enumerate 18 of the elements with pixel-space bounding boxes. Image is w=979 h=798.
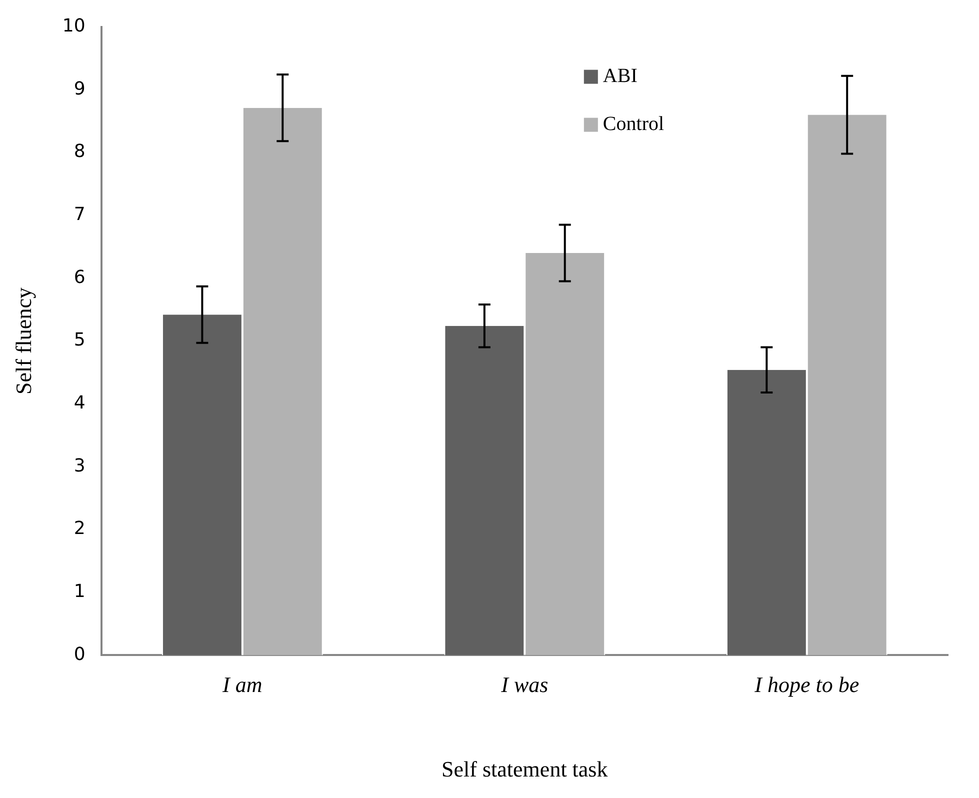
x-tick-label: I am [222, 672, 262, 698]
y-tick-label: 2 [74, 518, 86, 540]
y-tick-label: 6 [74, 266, 86, 288]
y-tick-label: 9 [74, 78, 86, 100]
legend-label: ABI [602, 65, 638, 88]
y-tick-label: 10 [62, 15, 86, 36]
y-tick-label: 4 [74, 392, 86, 414]
y-tick-label: 7 [74, 204, 86, 225]
y-axis-title: Self fluency [10, 288, 36, 394]
y-tick-label: 8 [74, 141, 86, 162]
y-tick-label: 5 [74, 330, 86, 351]
legend-label: Control [602, 113, 664, 136]
x-tick-label: I was [500, 672, 548, 698]
x-tick-label: I hope to be [754, 672, 860, 698]
y-tick-label: 0 [74, 644, 86, 665]
x-axis-title: Self statement task [442, 756, 608, 782]
y-tick-label: 1 [74, 581, 86, 602]
y-tick-label: 3 [74, 455, 86, 476]
